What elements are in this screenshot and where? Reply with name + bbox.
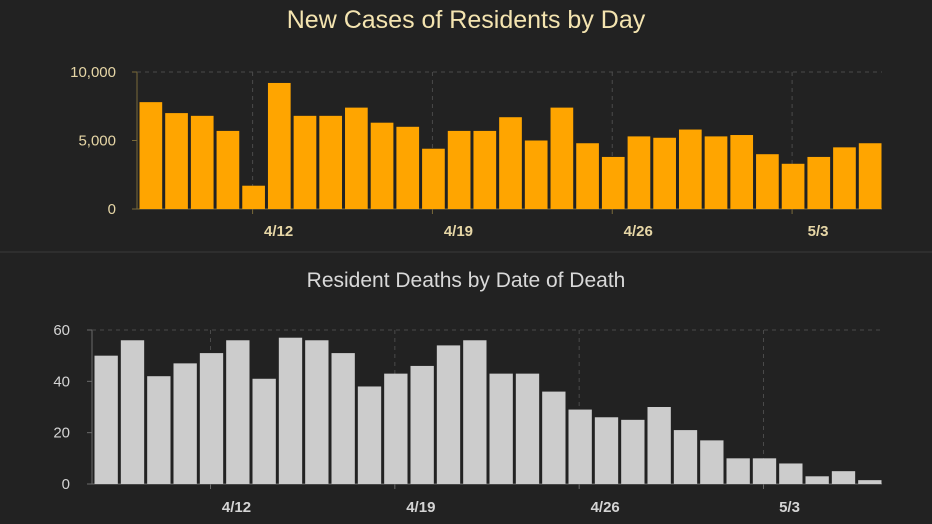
cases-bar <box>242 185 265 209</box>
cases-bar <box>267 82 291 209</box>
cases-y-ticks: 0 5,000 10,000 <box>70 64 137 218</box>
deaths-bar <box>173 363 197 484</box>
cases-bar <box>139 102 163 209</box>
cases-bars <box>139 82 882 209</box>
deaths-bar <box>331 353 355 484</box>
cases-bar <box>165 113 188 209</box>
new-cases-title: New Cases of Residents by Day <box>287 6 646 34</box>
deaths-bar <box>779 463 803 484</box>
cases-x-tick-label: 5/3 <box>808 223 829 240</box>
deaths-bar <box>410 365 434 484</box>
deaths-bar <box>647 407 671 484</box>
deaths-bar <box>673 430 698 484</box>
cases-bar <box>756 154 779 209</box>
deaths-y-tick-label: 20 <box>53 425 70 442</box>
cases-bar <box>293 115 317 209</box>
cases-x-tick-label: 4/26 <box>624 223 653 240</box>
cases-bar <box>319 115 343 209</box>
deaths-bars <box>94 337 882 484</box>
deaths-y-tick-label: 0 <box>62 476 70 493</box>
cases-bar <box>807 156 831 209</box>
deaths-y-tick-label: 40 <box>53 373 70 390</box>
cases-bar <box>653 137 676 209</box>
deaths-x-tick-label: 4/19 <box>406 499 435 516</box>
cases-x-tick-label: 4/12 <box>264 223 293 240</box>
cases-bar <box>447 130 471 209</box>
cases-bar <box>576 143 599 209</box>
deaths-bar <box>700 440 724 484</box>
deaths-bar <box>120 340 145 484</box>
deaths-bar <box>594 417 619 484</box>
cases-y-tick-label: 5,000 <box>78 133 116 150</box>
deaths-bar <box>199 353 224 484</box>
deaths-bar <box>463 340 487 484</box>
deaths-bar <box>515 373 540 484</box>
deaths-bar <box>278 337 303 484</box>
deaths-bar <box>831 471 856 484</box>
deaths-bar <box>542 391 566 484</box>
deaths-bar <box>568 409 592 484</box>
deaths-bar <box>305 340 329 484</box>
deaths-bar <box>252 378 276 484</box>
deaths-bar <box>357 386 382 484</box>
resident-deaths-title: Resident Deaths by Date of Death <box>307 269 626 292</box>
cases-bar <box>370 122 394 209</box>
deaths-bar <box>621 419 645 484</box>
new-cases-chart: New Cases of Residents by Day 0 5,000 10,0… <box>70 6 882 240</box>
cases-bar <box>345 107 368 209</box>
deaths-bar <box>436 345 461 484</box>
cases-x-tick-label: 4/19 <box>444 223 473 240</box>
deaths-x-tick-label: 4/12 <box>222 499 251 516</box>
cases-bar <box>704 136 728 209</box>
deaths-bar <box>226 340 250 484</box>
cases-bar <box>499 117 522 209</box>
deaths-bar <box>384 373 408 484</box>
deaths-bar <box>858 480 882 484</box>
deaths-x-ticks: 4/12 4/19 4/26 5/3 <box>210 484 800 516</box>
cases-bar <box>216 130 240 209</box>
deaths-bar <box>805 476 829 484</box>
deaths-bar <box>94 355 118 484</box>
cases-bar <box>190 115 214 209</box>
deaths-x-tick-label: 5/3 <box>779 499 800 516</box>
cases-bar <box>678 129 702 209</box>
cases-bar <box>833 147 856 209</box>
cases-bar <box>858 143 882 209</box>
cases-bar <box>396 126 420 209</box>
cases-bar <box>524 140 548 209</box>
resident-deaths-chart: Resident Deaths by Date of Death 0 20 40 60… <box>53 269 882 516</box>
cases-bar <box>730 135 754 209</box>
cases-y-tick-label: 0 <box>108 201 116 218</box>
cases-bar <box>473 130 497 209</box>
cases-bar <box>601 156 625 209</box>
deaths-y-tick-label: 60 <box>53 322 70 339</box>
deaths-bar <box>726 458 750 484</box>
cases-bar <box>550 107 574 209</box>
cases-bar <box>781 163 805 209</box>
cases-y-tick-label: 10,000 <box>70 64 116 81</box>
cases-bar <box>422 148 445 209</box>
deaths-bar <box>489 373 513 484</box>
deaths-bar <box>147 376 171 484</box>
cases-x-ticks: 4/12 4/19 4/26 5/3 <box>252 209 829 240</box>
cases-bar <box>627 136 651 209</box>
deaths-y-ticks: 0 20 40 60 <box>53 322 92 493</box>
deaths-bar <box>752 458 777 484</box>
deaths-x-tick-label: 4/26 <box>591 499 620 516</box>
